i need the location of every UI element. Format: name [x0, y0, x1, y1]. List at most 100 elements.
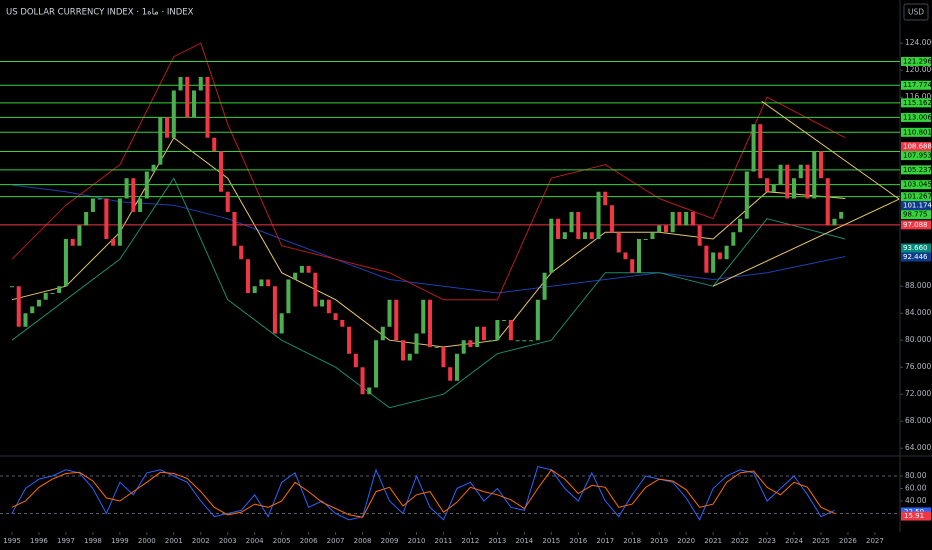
stoch-line	[11, 469, 835, 518]
candle	[461, 340, 466, 354]
level-label-bg	[901, 180, 931, 190]
candle	[205, 76, 210, 138]
x-tick-label: 2022	[731, 537, 749, 545]
x-tick-label: 2015	[542, 537, 560, 545]
candle	[744, 171, 749, 219]
candle	[245, 259, 250, 293]
candle	[36, 299, 41, 307]
candle	[657, 225, 662, 233]
candle	[778, 164, 783, 185]
candle	[508, 319, 513, 341]
x-tick-label: 2013	[488, 537, 506, 545]
level-label-bg	[901, 220, 931, 230]
candle	[805, 164, 810, 199]
y-tick-label: 40.00	[905, 496, 927, 505]
currency-label[interactable]: USD	[908, 8, 924, 17]
candle	[279, 313, 284, 334]
x-tick-label: 1997	[57, 537, 75, 545]
candle	[488, 340, 493, 342]
candle	[77, 225, 82, 246]
candle	[9, 286, 15, 288]
candle	[711, 252, 716, 273]
x-tick-label: 2023	[758, 537, 776, 545]
candle	[542, 272, 547, 300]
candle	[185, 76, 190, 118]
y-tick-label: 64.000	[905, 443, 931, 452]
level-label: 113.006	[903, 113, 932, 121]
candle	[785, 164, 790, 199]
candle	[616, 232, 621, 253]
candle	[684, 211, 689, 226]
x-tick-label: 2012	[462, 537, 480, 545]
candle	[758, 124, 763, 179]
indicator-line	[11, 184, 846, 294]
candle	[556, 218, 561, 239]
candle	[171, 90, 176, 138]
candle	[441, 346, 446, 368]
candle	[30, 306, 35, 314]
candle	[549, 218, 554, 273]
candle	[131, 178, 136, 212]
candle	[792, 178, 797, 199]
candle	[353, 353, 358, 368]
x-tick-label: 2024	[785, 537, 803, 545]
candle	[286, 279, 291, 314]
level-label: 117.774	[903, 81, 932, 89]
y-tick-label: 88.000	[905, 281, 931, 290]
candle	[272, 286, 277, 334]
level-label-bg	[901, 252, 931, 262]
x-tick-label: 2026	[839, 537, 857, 545]
x-tick-label: 1999	[111, 537, 129, 545]
x-tick-label: 2016	[569, 537, 587, 545]
candle	[293, 272, 298, 280]
candle	[299, 265, 304, 273]
level-label-bg	[901, 142, 931, 152]
candle	[313, 272, 318, 307]
x-tick-label: 1995	[3, 537, 21, 545]
candle	[333, 313, 338, 320]
candle	[400, 340, 406, 361]
plot-area: 64.000 68.000 72.000 76.000 80.000 84.000 88.0…	[0, 38, 932, 545]
candle	[144, 171, 149, 199]
x-tick-label: 1996	[30, 537, 48, 545]
trendline	[761, 100, 900, 200]
x-tick-label: 2010	[408, 537, 426, 545]
x-tick-label: 2017	[596, 537, 614, 545]
candle	[259, 279, 264, 287]
candle	[697, 225, 702, 246]
candle	[306, 265, 311, 273]
candle	[690, 211, 695, 226]
level-label: 121.296	[903, 57, 932, 65]
candle	[374, 340, 379, 388]
candle	[603, 191, 608, 206]
candle	[569, 211, 574, 233]
x-tick-label: 2020	[677, 537, 695, 545]
y-tick-label: 80.000	[905, 335, 931, 344]
candle	[347, 326, 352, 354]
level-label: 97.088	[903, 221, 928, 229]
x-tick-label: 2018	[623, 537, 641, 545]
y-tick-label: 68.000	[905, 416, 931, 425]
x-tick-label: 2019	[650, 537, 668, 545]
level-label: 101.174	[903, 202, 932, 210]
y-tick-label: 116.000	[905, 92, 932, 101]
stoch-line	[11, 466, 835, 521]
candle	[724, 245, 729, 260]
y-tick-label: 124.000	[905, 38, 932, 47]
candle	[239, 245, 244, 260]
level-label: 101.267	[903, 193, 932, 201]
level-label: 92.446	[903, 253, 928, 261]
candle	[832, 218, 837, 226]
x-tick-label: 2009	[381, 537, 399, 545]
candle	[650, 232, 655, 239]
candle	[576, 211, 581, 239]
currency-button[interactable]	[903, 3, 929, 21]
level-label: 98.775	[903, 211, 928, 219]
candle	[427, 299, 432, 347]
candle	[630, 259, 635, 273]
candle	[818, 151, 824, 179]
x-tick-label: 2002	[192, 537, 210, 545]
candle	[178, 76, 183, 91]
candle	[90, 198, 95, 212]
